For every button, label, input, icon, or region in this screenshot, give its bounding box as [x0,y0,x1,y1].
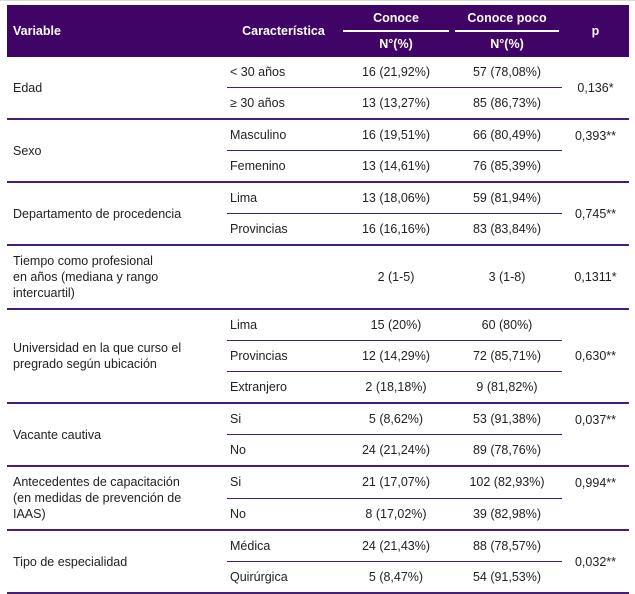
conoce-poco-cell: 60 (80%) [452,308,562,341]
conoce-poco-cell: 72 (85,71%) [452,340,562,372]
conoce-cell: 16 (19,51%) [340,118,452,151]
header-underline [455,30,559,32]
header-conoce: Conoce [373,11,419,25]
conoce-cell: 2 (1-5) [340,244,452,309]
table-row: Tiempo como profesional en años (mediana… [7,244,629,309]
caracteristica-cell: Provincias [227,340,340,372]
header-conoce-poco-group: Conoce poco N°(%) [452,5,562,57]
conoce-cell: 13 (18,06%) [340,181,452,214]
header-conoce-poco: Conoce poco [467,11,547,25]
variable-cell: Tiempo como profesional en años (mediana… [7,244,227,309]
variable-cell: Universidad en la que curso el pregrado … [7,308,227,403]
caracteristica-cell: Femenino [227,150,340,182]
conoce-poco-cell: 39 (82,98%) [452,498,562,530]
p-value-cell: 0,037** [562,402,629,466]
table-row: Antecedentes de capacitación (en medidas… [7,465,629,530]
conoce-cell: 24 (21,24%) [340,434,452,466]
variable-cell: Vacante cautiva [7,402,227,466]
conoce-poco-cell: 102 (82,93%) [452,465,562,499]
table-row: Provincias 12 (14,29%) 72 (85,71%) [7,340,629,372]
variable-cell: Departamento de procedencia [7,181,227,245]
conoce-poco-cell: 57 (78,08%) [452,57,562,88]
caracteristica-cell: No [227,434,340,466]
header-p: p [562,5,629,57]
header-row: Variable Característica Conoce N°(%) Con… [7,5,629,57]
header-conoce-group: Conoce N°(%) [340,5,452,57]
table-header: Variable Característica Conoce N°(%) Con… [7,5,629,57]
table-row: ≥ 30 años 13 (13,27%) 85 (86,73%) [7,87,629,119]
caracteristica-cell: Provincias [227,213,340,245]
table-row: Provincias 16 (16,16%) 83 (83,84%) [7,213,629,245]
conoce-cell: 2 (18,18%) [340,371,452,403]
conoce-poco-cell: 89 (78,76%) [452,434,562,466]
caracteristica-cell: Quirúrgica [227,561,340,593]
conoce-cell: 15 (20%) [340,308,452,341]
caracteristica-cell: Lima [227,181,340,214]
table-row: No 24 (21,24%) 89 (78,76%) [7,434,629,466]
conoce-poco-cell: 88 (78,57%) [452,529,562,562]
caracteristica-cell: Lima [227,308,340,341]
variable-cell: Sexo [7,118,227,182]
table-row: Universidad en la que curso el pregrado … [7,308,629,403]
table-row: Departamento de procedencia Lima 13 (18,06… [7,181,629,245]
caracteristica-cell: No [227,498,340,530]
p-value-cell: 0,136* [562,57,629,119]
conoce-cell: 24 (21,43%) [340,529,452,562]
caracteristica-cell: Médica [227,529,340,562]
p-value-cell: 0,745** [562,181,629,245]
conoce-cell: 13 (13,27%) [340,87,452,119]
table-row: No 8 (17,02%) 39 (82,98%) [7,498,629,530]
table-body: Edad < 30 años 16 (21,92%) 57 (78,08%) 0,136… [7,57,629,593]
caracteristica-cell: Masculino [227,118,340,151]
header-underline [343,30,449,32]
p-value-cell: 0,630** [562,308,629,403]
conoce-cell: 12 (14,29%) [340,340,452,372]
table-row: Tipo de especialidad Médica 24 (21,43%) 88 … [7,529,629,593]
table-row: Extranjero 2 (18,18%) 9 (81,82%) [7,371,629,403]
conoce-poco-cell: 83 (83,84%) [452,213,562,245]
caracteristica-cell: < 30 años [227,57,340,88]
p-value-cell: 0,1311* [562,244,629,309]
caracteristica-cell: Si [227,402,340,435]
caracteristica-cell: Extranjero [227,371,340,403]
conoce-cell: 16 (21,92%) [340,57,452,88]
statistics-table: Variable Característica Conoce N°(%) Con… [7,5,629,594]
conoce-cell: 16 (16,16%) [340,213,452,245]
p-value-cell: 0,393** [562,118,629,182]
caracteristica-cell: Si [227,465,340,499]
variable-cell: Antecedentes de capacitación (en medidas… [7,465,227,530]
variable-cell: Edad [7,57,227,119]
conoce-cell: 21 (17,07%) [340,465,452,499]
p-value-cell: 0,994** [562,465,629,530]
p-value-cell: 0,032** [562,529,629,593]
conoce-poco-cell: 59 (81,94%) [452,181,562,214]
variable-cell: Tipo de especialidad [7,529,227,593]
window-edge-divider [0,0,635,1]
conoce-cell: 8 (17,02%) [340,498,452,530]
table-row: Sexo Masculino 16 (19,51%) 66 (80,49%) 0,393… [7,118,629,182]
header-conoce-poco-n: N°(%) [490,37,524,51]
table-row: Edad < 30 años 16 (21,92%) 57 (78,08%) 0,136… [7,57,629,119]
header-caracteristica: Característica [227,5,340,57]
conoce-cell: 5 (8,47%) [340,561,452,593]
conoce-poco-cell: 53 (91,38%) [452,402,562,435]
table-row: Vacante cautiva Si 5 (8,62%) 53 (91,38%) 0,0… [7,402,629,466]
conoce-cell: 13 (14,61%) [340,150,452,182]
conoce-poco-cell: 66 (80,49%) [452,118,562,151]
header-variable: Variable [7,5,227,57]
conoce-poco-cell: 85 (86,73%) [452,87,562,119]
conoce-poco-cell: 54 (91,53%) [452,561,562,593]
header-conoce-n: N°(%) [379,37,413,51]
conoce-poco-cell: 3 (1-8) [452,244,562,309]
caracteristica-cell [227,244,340,309]
conoce-poco-cell: 9 (81,82%) [452,371,562,403]
table-row: Femenino 13 (14,61%) 76 (85,39%) [7,150,629,182]
conoce-poco-cell: 76 (85,39%) [452,150,562,182]
conoce-cell: 5 (8,62%) [340,402,452,435]
caracteristica-cell: ≥ 30 años [227,87,340,119]
